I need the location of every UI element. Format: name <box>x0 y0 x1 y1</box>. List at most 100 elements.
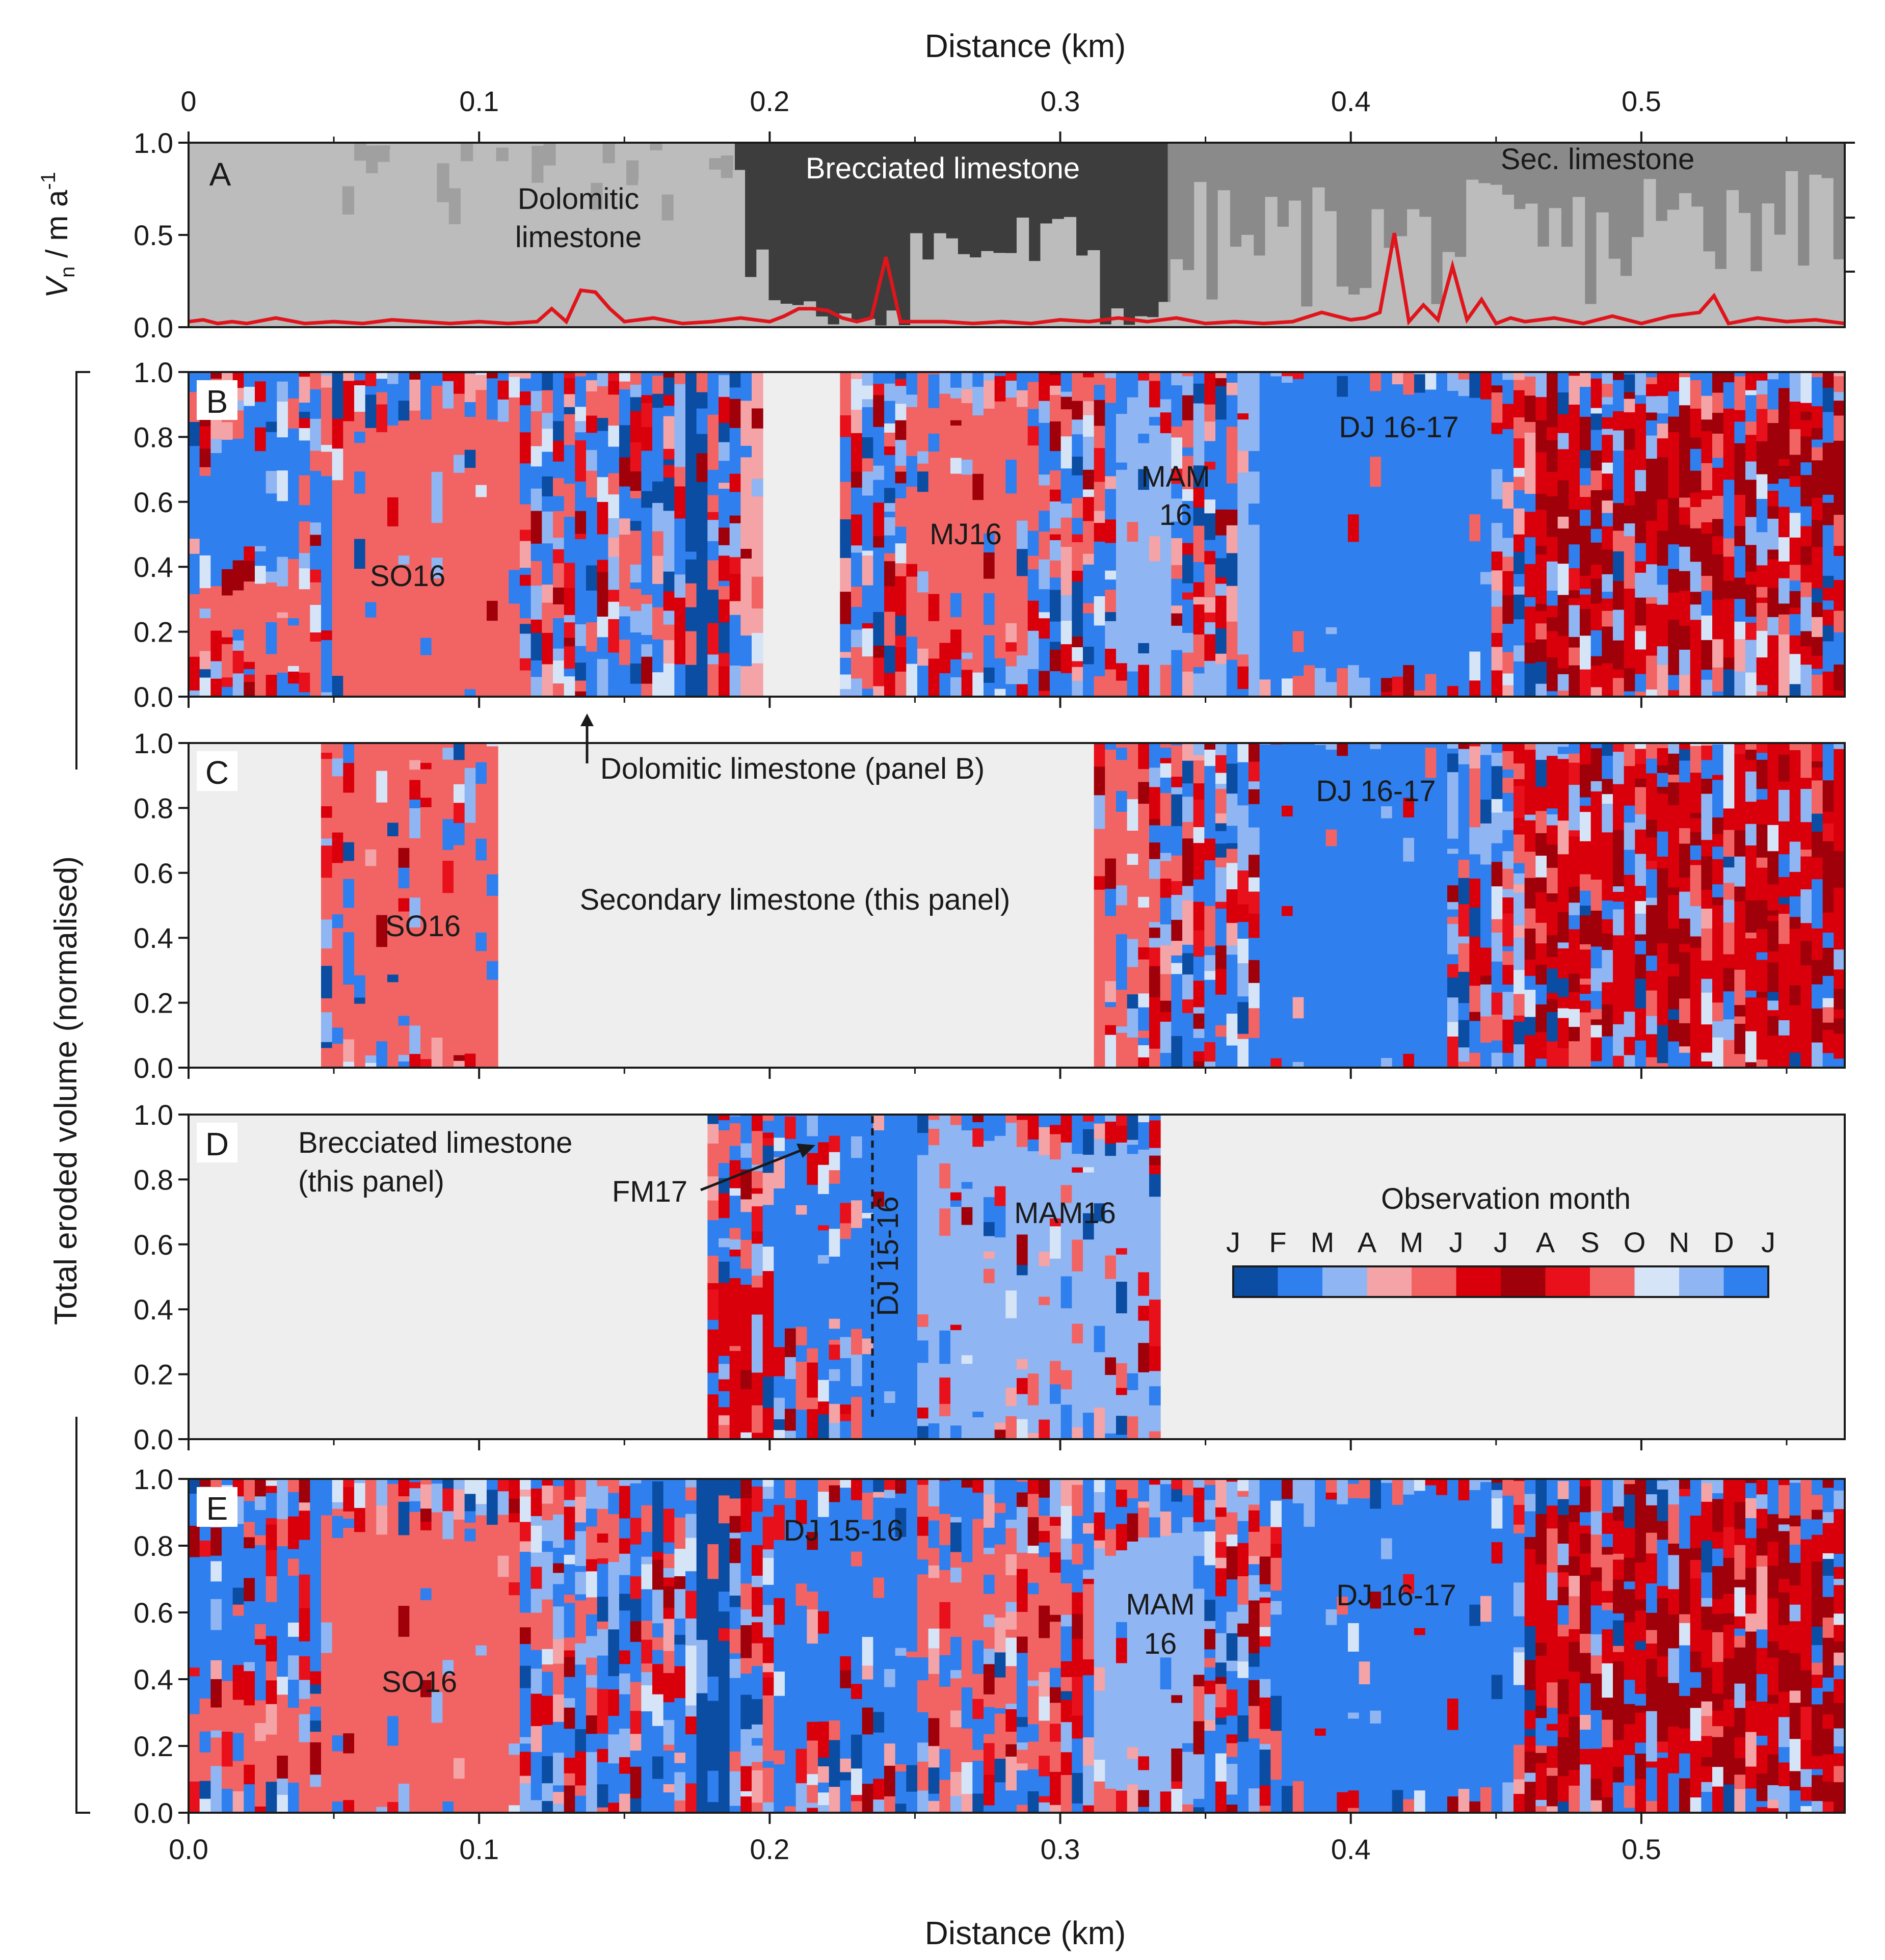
panel-b-cell <box>586 558 598 566</box>
panel-b-cell <box>674 631 686 665</box>
panel-b-cell <box>387 600 399 626</box>
panel-c-cell <box>1270 938 1282 957</box>
panel-b-cell <box>685 399 697 415</box>
panel-d-cell <box>707 1143 719 1177</box>
panel-d-cell <box>906 1348 918 1365</box>
panel-b-cell <box>1712 433 1724 445</box>
panel-b-cell <box>696 408 708 434</box>
panel-b-cell <box>1635 561 1647 573</box>
panel-c-cell <box>1756 1059 1768 1068</box>
panel-d-cell <box>1039 1251 1050 1266</box>
panel-b-cell <box>1580 386 1591 417</box>
panel-d-cell <box>906 1193 918 1204</box>
panel-b-cell <box>873 465 885 480</box>
panel-c-cell <box>1547 879 1558 894</box>
panel-b-cell <box>1182 632 1194 653</box>
panel-b-cell <box>1834 610 1845 632</box>
panel-b-cell <box>255 427 267 452</box>
panel-b-cell <box>1116 372 1128 384</box>
panel-b-cell <box>752 598 763 608</box>
panel-b-cell <box>1105 669 1117 692</box>
panel-b-cell <box>619 664 631 697</box>
panel-c-cell <box>409 837 421 859</box>
panel-d-cell <box>1105 1155 1117 1181</box>
panel-d-cell <box>984 1251 995 1259</box>
panel-c-cell <box>1259 760 1271 769</box>
panel-b-cell <box>1027 555 1040 570</box>
panel-d-cell <box>818 1230 830 1255</box>
panel-d-cell <box>895 1170 907 1200</box>
panel-c-cell <box>332 743 344 749</box>
panel-b-cell <box>244 581 255 609</box>
panel-b-cell <box>1039 559 1050 590</box>
panel-b-cell <box>1646 634 1658 656</box>
panel-b-cell <box>1105 691 1117 697</box>
panel-b-cell <box>1381 372 1393 394</box>
panel-c-cell <box>1348 1035 1360 1068</box>
panel-b-cell <box>984 408 995 426</box>
panel-d-cell <box>851 1182 863 1201</box>
panel-c-cell <box>1149 858 1161 868</box>
panel-b-cell <box>851 432 863 457</box>
panel-b-cell <box>862 564 874 586</box>
panel-b-cell <box>1734 525 1746 546</box>
panel-d-cell <box>917 1314 929 1327</box>
panel-b-cell <box>1602 610 1613 627</box>
panel-b-cell <box>729 491 741 516</box>
panel-c-cell <box>1812 959 1823 985</box>
panel-b-cell <box>1403 436 1415 467</box>
panel-d-cell <box>840 1115 852 1127</box>
panel-c-cell <box>487 746 498 753</box>
panel-c-cell <box>1292 1036 1305 1062</box>
panel-b-cell <box>520 463 532 484</box>
panel-b-cell <box>1392 410 1404 423</box>
panel-c-cell <box>376 810 388 835</box>
panel-d-cell <box>729 1227 741 1239</box>
panel-c-cell <box>475 918 487 933</box>
panel-b-cell <box>1060 396 1073 410</box>
panel-c-ytick-label: 0.4 <box>134 922 173 954</box>
panel-b-cell <box>840 557 852 592</box>
panel-b-cell <box>1072 680 1083 697</box>
panel-b-cell <box>685 606 697 631</box>
panel-d-cell <box>719 1415 730 1425</box>
panel-b-cell <box>1127 396 1139 404</box>
panel-b-cell <box>1292 392 1305 426</box>
panel-b-cell <box>752 562 763 577</box>
panel-b-cell <box>608 537 620 557</box>
panel-c-cell <box>1557 996 1570 1009</box>
panel-b-cell <box>1337 668 1348 697</box>
panel-c-cell <box>1414 758 1426 767</box>
panel-c-cell <box>1668 838 1680 860</box>
panel-b-cell <box>222 617 233 632</box>
panel-c-cell <box>1480 864 1492 880</box>
panel-b-cell <box>1005 380 1017 398</box>
panel-c-cell <box>1580 949 1591 979</box>
panel-e-cell <box>199 1540 211 1557</box>
panel-c-cell <box>1138 769 1150 782</box>
panel-c-cell <box>1723 882 1735 900</box>
top-xtick-label: 0.3 <box>1041 85 1080 117</box>
panel-c-cell <box>1679 877 1691 892</box>
panel-b-cell <box>586 524 598 539</box>
panel-b-cell <box>729 522 741 558</box>
panel-b-cell <box>1436 677 1448 697</box>
panel-b-cell <box>409 621 421 648</box>
panel-c-cell <box>1215 1024 1227 1037</box>
panel-d-cell <box>862 1212 874 1219</box>
panel-d-cell <box>795 1388 808 1410</box>
panel-b-cell <box>398 636 410 652</box>
panel-c-cell <box>1822 1029 1835 1053</box>
panel-c-cell <box>1105 848 1117 859</box>
panel-b-cell <box>409 460 421 489</box>
panel-d-cell <box>895 1119 907 1151</box>
panel-b-cell <box>409 488 421 504</box>
panel-c-cell <box>1502 945 1514 951</box>
panel-b-cell <box>542 543 553 569</box>
panel-b-cell <box>972 372 984 387</box>
panel-c-cell <box>1480 879 1492 914</box>
panel-b-cell <box>1458 372 1470 380</box>
panel-b-cell <box>1679 377 1691 406</box>
panel-b-cell <box>873 383 885 395</box>
panel-d-cell <box>939 1250 951 1263</box>
